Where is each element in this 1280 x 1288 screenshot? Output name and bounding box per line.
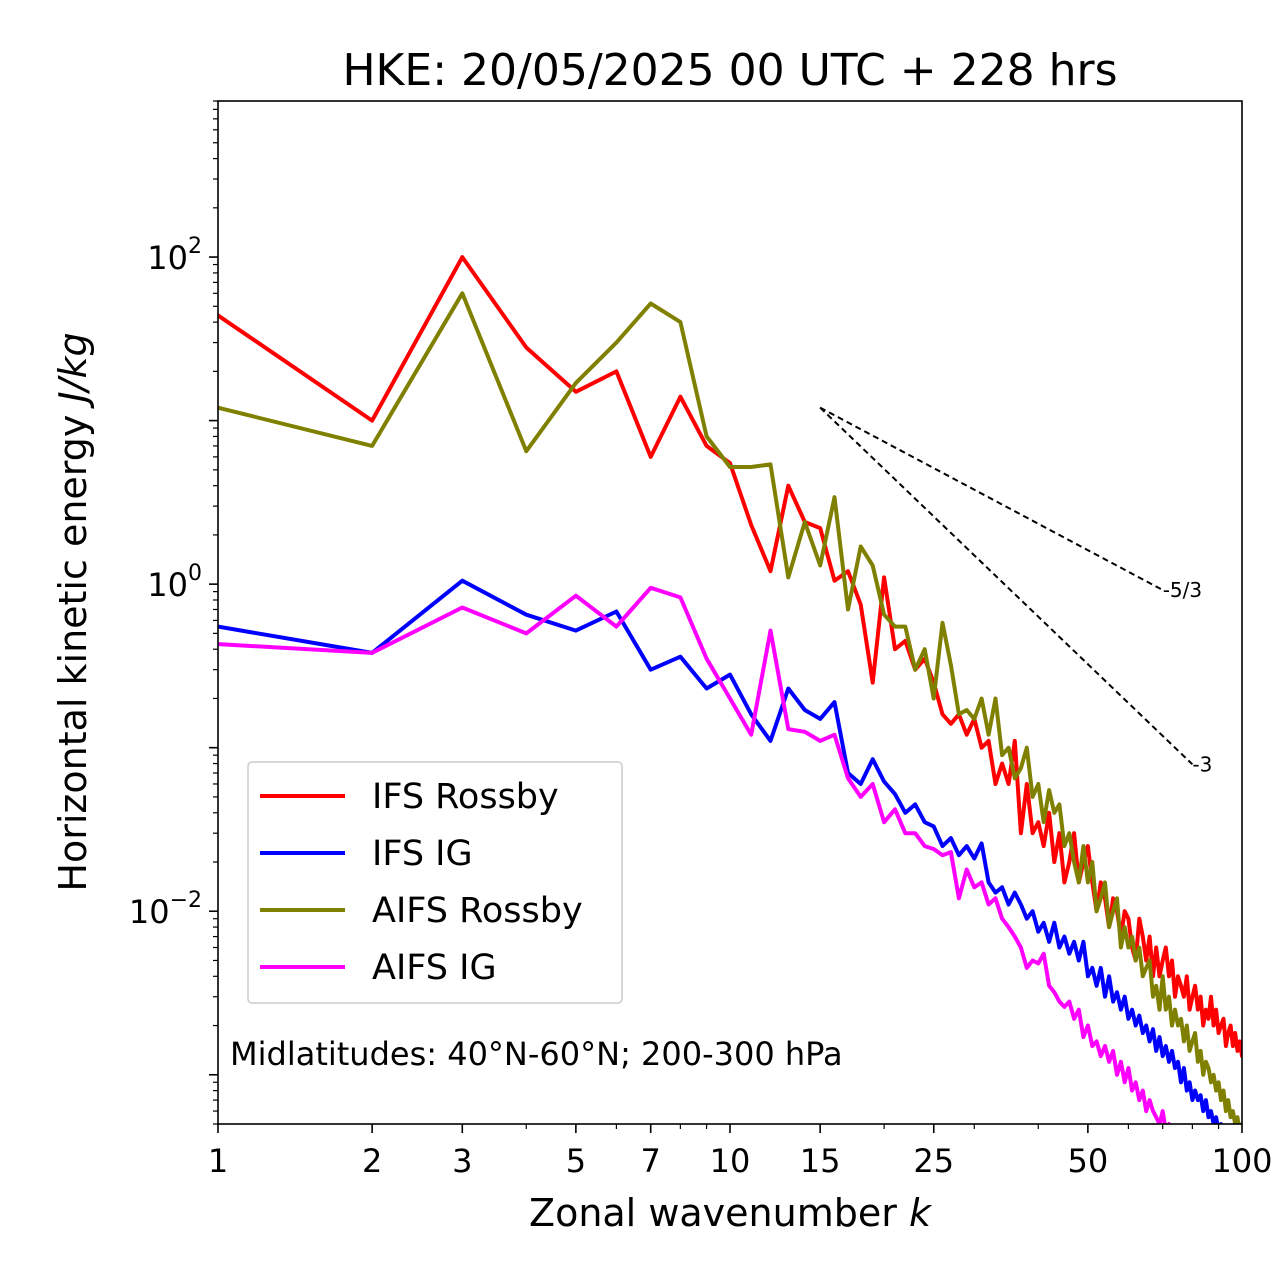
x-tick-label: 3 [452,1142,472,1180]
legend-frame [247,761,623,1004]
x-tick-label: 5 [566,1142,586,1180]
slope-label-2: -3 [1192,752,1212,776]
reference-slopes: -5/3 -3 [819,406,1212,776]
legend-label-3: AIFS Rossby [372,891,583,931]
series-line-2 [218,578,1224,1124]
y-tick-label: 100 [147,561,202,604]
chart-title: HKE: 20/05/2025 00 UTC + 228 hrs [342,45,1117,96]
x-tick-label: 50 [1068,1142,1109,1180]
legend-label-4: AIFS IG [372,948,497,988]
legend-label-1: IFS Rossby [372,777,559,817]
x-tick-label: 7 [641,1142,661,1180]
series-line-4 [218,585,1172,1124]
slope-line-1 [819,406,1164,591]
y-axis-label: Horizontal kinetic energy J/kg [51,332,95,891]
x-tick-label: 25 [913,1142,954,1180]
x-axis-label: Zonal wavenumber k [529,1191,933,1235]
x-tick-label: 100 [1211,1142,1272,1180]
y-axis-label-unit: J/kg [51,332,95,409]
x-tick-label: 1 [208,1142,228,1180]
region-annotation: Midlatitudes: 40°N-60°N; 200-300 hPa [230,1035,843,1073]
series-line-3 [218,291,1242,1124]
y-axis-label-text: Horizontal kinetic energy [51,403,95,892]
slope-line-2 [819,406,1194,766]
x-tick-label: 2 [362,1142,382,1180]
x-axis: 1 2 3 5 7 10 15 25 50 100 [208,1124,1273,1180]
legend-label-2: IFS IG [372,834,473,874]
x-axis-label-var: k [909,1191,933,1235]
x-tick-label: 10 [710,1142,751,1180]
y-tick-label: 10−2 [129,888,202,931]
y-tick-label: 102 [147,234,202,277]
series-layer [218,255,1242,1124]
legend: IFS Rossby IFS IG AIFS Rossby AIFS IG [247,761,623,1004]
y-axis: 102 100 10−2 [129,100,218,1125]
slope-label-1: -5/3 [1163,578,1202,602]
x-axis-label-text: Zonal wavenumber [529,1191,909,1235]
x-tick-label: 15 [800,1142,841,1180]
